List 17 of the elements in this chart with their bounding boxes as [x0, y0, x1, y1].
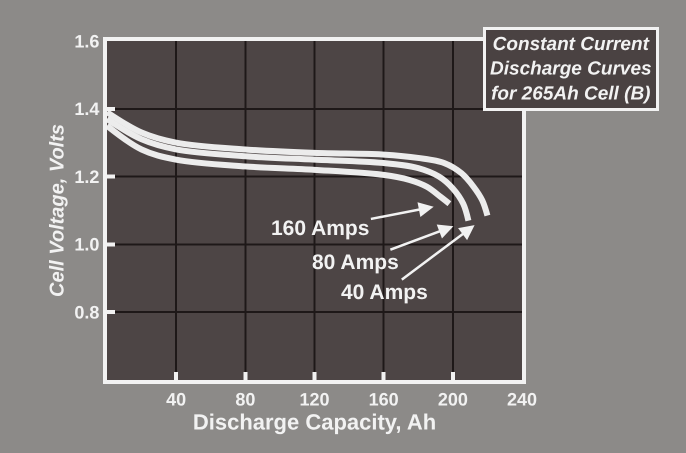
text: 80 Amps — [312, 251, 399, 274]
y-tick-label: 1.4 — [74, 99, 100, 120]
text: 40 Amps — [341, 281, 428, 304]
y-tick-label: 1.2 — [74, 166, 100, 187]
x-tick-label: 160 — [368, 390, 399, 410]
x-tick-label: 240 — [506, 390, 538, 410]
y-tick-label: 1.0 — [74, 234, 100, 255]
y-axis-title: Cell Voltage, Volts — [46, 124, 68, 297]
x-tick-label: 200 — [438, 390, 468, 410]
x-axis-title: Discharge Capacity, Ah — [192, 410, 436, 435]
x-tick-label: 120 — [299, 390, 330, 410]
text: 160 Amps — [271, 217, 370, 240]
x-tick-label: 80 — [235, 390, 256, 410]
text: Constant Current Discharge Curves for 265Ah Cell (B) — [490, 34, 652, 104]
y-tick-label: 0.8 — [74, 302, 100, 322]
y-tick-label: 1.6 — [74, 31, 100, 52]
x-tick-label: 40 — [166, 390, 186, 410]
